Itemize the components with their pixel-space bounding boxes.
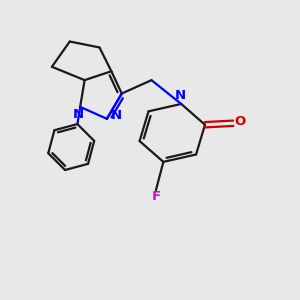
Text: N: N [110,109,122,122]
Text: N: N [73,108,84,121]
Text: F: F [152,190,160,203]
Text: O: O [234,115,245,128]
Text: N: N [175,89,186,102]
